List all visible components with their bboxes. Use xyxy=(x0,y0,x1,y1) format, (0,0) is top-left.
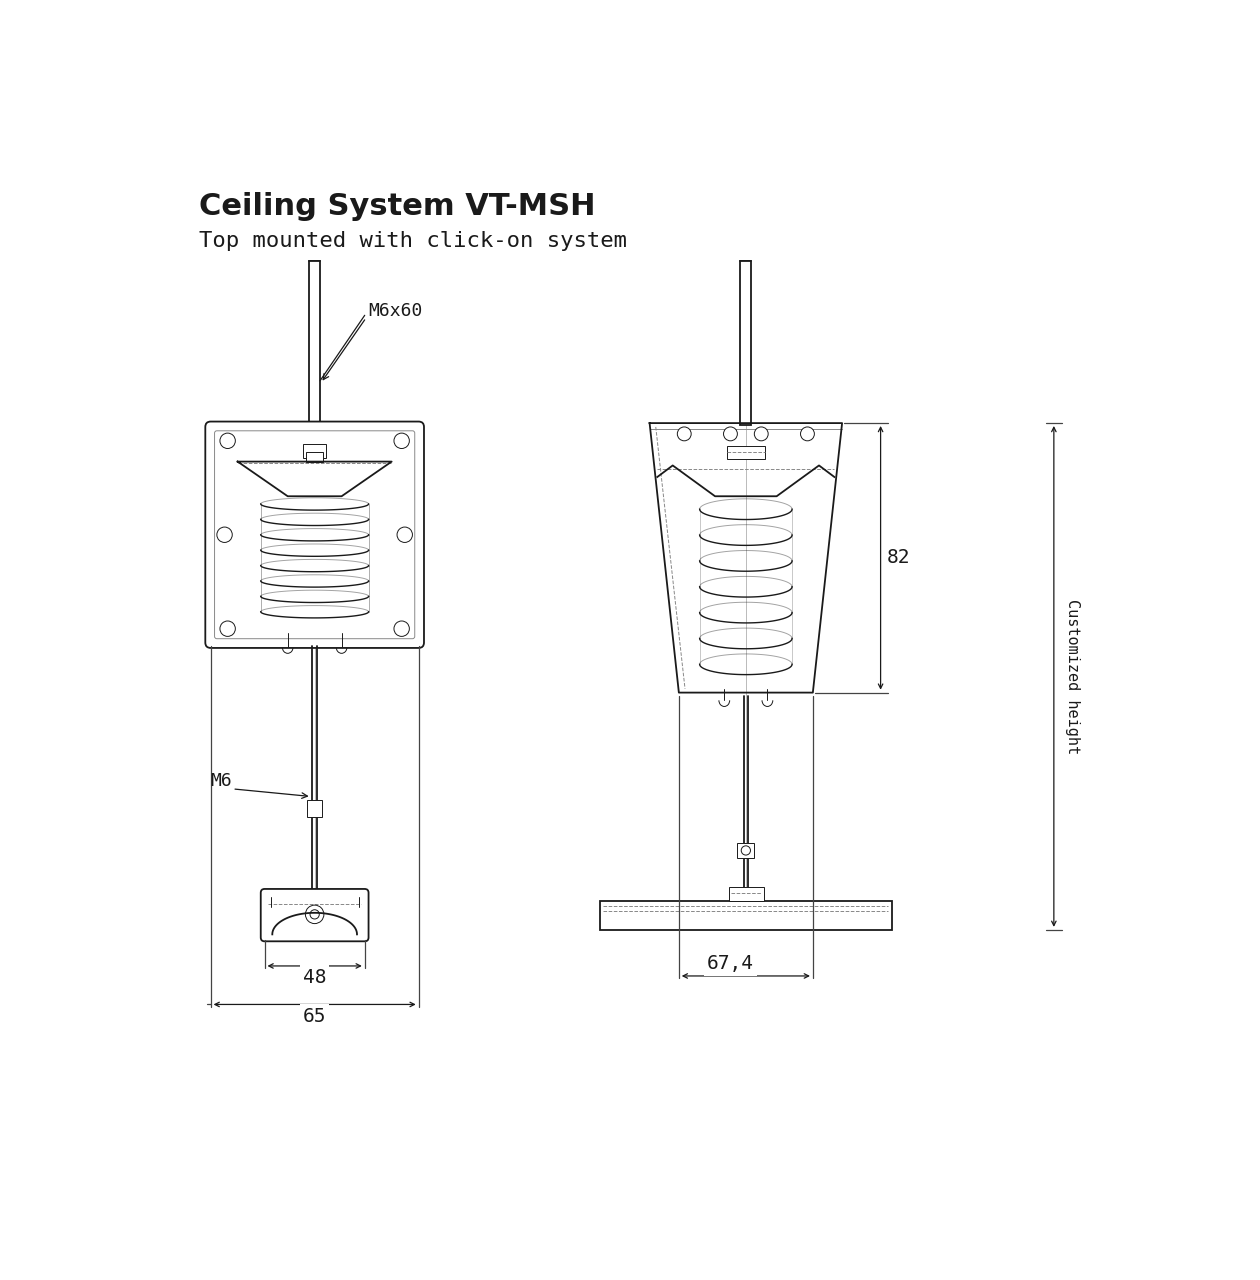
FancyBboxPatch shape xyxy=(261,888,368,941)
Circle shape xyxy=(800,428,814,440)
Bar xyxy=(306,452,323,462)
Circle shape xyxy=(220,621,236,636)
Circle shape xyxy=(220,433,236,448)
FancyBboxPatch shape xyxy=(205,421,423,648)
Circle shape xyxy=(678,428,692,440)
Text: Customized height: Customized height xyxy=(1066,599,1080,754)
Text: 48: 48 xyxy=(302,968,326,987)
Circle shape xyxy=(310,910,319,919)
Circle shape xyxy=(394,433,410,448)
Circle shape xyxy=(217,527,232,543)
Bar xyxy=(727,447,765,458)
Text: Ceiling System VT-MSH: Ceiling System VT-MSH xyxy=(199,192,596,221)
Bar xyxy=(737,842,755,858)
Bar xyxy=(307,800,323,818)
Bar xyxy=(600,901,892,929)
Bar xyxy=(304,444,326,458)
Bar xyxy=(741,261,751,425)
Text: Top mounted with click-on system: Top mounted with click-on system xyxy=(199,230,627,251)
Text: 82: 82 xyxy=(887,548,910,567)
Circle shape xyxy=(397,527,412,543)
Circle shape xyxy=(305,905,324,924)
Circle shape xyxy=(723,428,737,440)
Text: M6: M6 xyxy=(210,772,232,790)
Circle shape xyxy=(755,428,769,440)
Text: 65: 65 xyxy=(302,1007,326,1025)
Text: 67,4: 67,4 xyxy=(707,954,753,973)
Bar xyxy=(309,261,320,428)
Circle shape xyxy=(741,846,751,855)
Bar xyxy=(728,887,764,901)
Circle shape xyxy=(394,621,410,636)
Text: M6x60: M6x60 xyxy=(368,302,423,320)
